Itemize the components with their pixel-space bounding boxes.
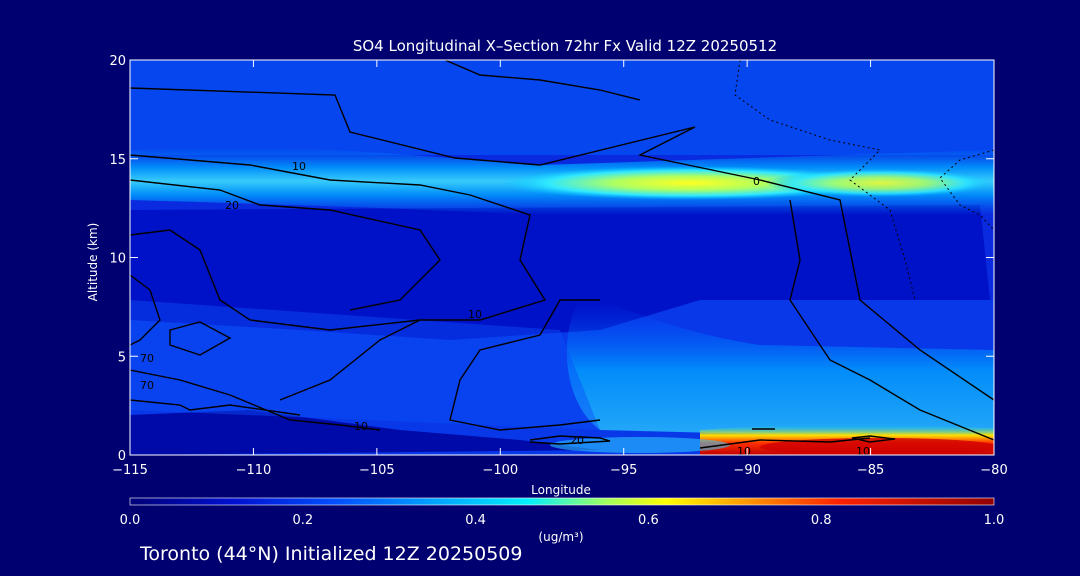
contour-line	[130, 369, 381, 431]
contour-label: 0	[753, 175, 760, 188]
y-axis: 0 5 10 15 20	[109, 54, 994, 464]
x-tick-label: −115	[112, 463, 148, 478]
y-axis-label: Altitude (km)	[86, 223, 100, 302]
colorbar-ticks: 0.0 0.2 0.4 0.6 0.8 1.0	[120, 513, 1005, 528]
contour-label: 10	[354, 420, 368, 433]
colorbar-tick-label: 0.4	[465, 513, 486, 528]
contour-label: 20	[570, 434, 584, 447]
contour-line	[939, 149, 994, 231]
upper-hotspot	[500, 166, 880, 200]
colorbar-units: (ug/m³)	[538, 530, 583, 544]
contour-line	[130, 274, 161, 346]
upper-hotspot-east	[765, 169, 994, 197]
contour-line	[169, 321, 232, 356]
plot-area: 10 20 0 10 70 70 10 20 10 10	[130, 60, 994, 458]
contour-label: 10	[292, 160, 306, 173]
footer-caption: Toronto (44°N) Initialized 12Z 20250509	[140, 543, 523, 565]
contour-line	[130, 229, 421, 331]
contour-line	[529, 435, 611, 445]
colorbar-gradient	[129, 497, 995, 506]
x-tick-label: −110	[236, 463, 272, 478]
x-tick-label: −85	[857, 463, 884, 478]
x-axis: −115 −110 −105 −100 −95 −90 −85 −80	[112, 60, 1008, 478]
contour-line	[130, 154, 547, 401]
colorbar-tick-label: 0.6	[638, 513, 659, 528]
surface-plume-glow	[550, 437, 730, 453]
contour-label: 20	[225, 199, 239, 212]
contour-label: 10	[737, 445, 751, 458]
x-tick-label: −105	[359, 463, 395, 478]
contour-line	[130, 179, 441, 311]
y-tick-label: 0	[118, 449, 126, 464]
contour-label: 10	[856, 445, 870, 458]
dark-surface-region	[130, 410, 600, 455]
y-tick-label: 5	[118, 350, 126, 365]
contour-line	[851, 435, 896, 443]
contour-line	[130, 87, 994, 401]
x-tick-label: −80	[980, 463, 1007, 478]
mid-column-west	[130, 300, 600, 430]
contour-label: 70	[140, 379, 154, 392]
contour-lines-dotted	[734, 60, 994, 301]
y-tick-label: 10	[109, 252, 126, 267]
contour-label: 70	[140, 352, 154, 365]
colorbar-tick-label: 0.0	[120, 513, 141, 528]
y-tick-label: 15	[109, 153, 126, 168]
contour-line	[130, 399, 301, 416]
chart-title: SO4 Longitudinal X–Section 72hr Fx Valid…	[353, 37, 777, 55]
contour-line	[449, 299, 601, 431]
colorbar-tick-label: 0.8	[811, 513, 832, 528]
upper-field	[130, 60, 994, 155]
colorbar-tick-label: 1.0	[984, 513, 1005, 528]
mid-column	[566, 300, 994, 440]
contour-line	[444, 60, 641, 101]
contour-lines	[130, 60, 994, 449]
x-axis-label: Longitude	[531, 483, 591, 497]
contour-line	[789, 199, 994, 441]
dark-core-region	[130, 205, 990, 340]
y-tick-label: 20	[109, 54, 126, 69]
colorbar: 0.0 0.2 0.4 0.6 0.8 1.0 (ug/m³)	[120, 497, 1005, 544]
contour-labels: 10 20 0 10 70 70 10 20 10 10	[140, 160, 870, 458]
colorbar-tick-label: 0.2	[292, 513, 313, 528]
x-tick-label: −100	[482, 463, 518, 478]
contour-label: 10	[468, 308, 482, 321]
contour-line	[699, 437, 871, 449]
x-tick-label: −90	[733, 463, 760, 478]
x-tick-label: −95	[610, 463, 637, 478]
